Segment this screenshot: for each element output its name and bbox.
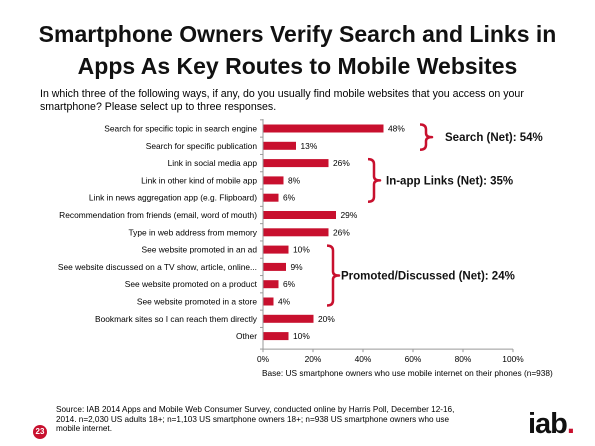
data-label: 26% — [333, 158, 350, 168]
logo-text: iab — [528, 408, 568, 440]
category-label: See website discussed on a TV show, arti… — [58, 262, 257, 272]
bar — [263, 228, 329, 237]
category-label: See website promoted on a product — [125, 279, 258, 289]
data-label: 48% — [388, 124, 405, 134]
category-label: Link in news aggregation app (e.g. Flipb… — [89, 193, 257, 203]
data-label: 9% — [291, 262, 304, 272]
data-label: 26% — [333, 227, 350, 237]
category-label: See website promoted in a store — [137, 297, 257, 307]
category-label: Search for specific publication — [146, 141, 258, 151]
bar — [263, 262, 286, 271]
bar — [263, 245, 289, 254]
category-label: Link in other kind of mobile app — [141, 175, 257, 185]
bar — [263, 280, 279, 289]
category-label: See website promoted in an ad — [142, 245, 258, 255]
annotation-bracket — [419, 123, 434, 152]
x-tick-label: 100% — [502, 354, 524, 364]
bar — [263, 176, 284, 185]
data-label: 8% — [288, 175, 301, 185]
x-tick-label: 40% — [355, 354, 372, 364]
x-tick-label: 60% — [405, 354, 422, 364]
bar — [263, 211, 336, 219]
annotation-label: Search (Net): 54% — [445, 132, 543, 144]
bar — [263, 193, 279, 202]
bar — [263, 141, 296, 150]
x-tick-label: 0% — [257, 354, 270, 364]
survey-question: In which three of the following ways, if… — [40, 88, 524, 113]
annotation-label: In-app Links (Net): 35% — [386, 175, 513, 187]
category-label: Search for specific topic in search engi… — [104, 124, 257, 134]
data-label: 20% — [318, 314, 335, 324]
data-label: 13% — [301, 141, 318, 151]
data-label: 4% — [278, 297, 291, 307]
bar — [263, 314, 314, 323]
category-label: Bookmark sites so I can reach them direc… — [95, 314, 258, 324]
data-label: 10% — [293, 331, 310, 341]
iab-logo: iab. — [528, 408, 575, 441]
category-label: Other — [236, 331, 257, 341]
category-label: Recommendation from friends (email, word… — [59, 210, 257, 220]
data-label: 6% — [283, 279, 296, 289]
bar — [263, 297, 274, 306]
page-title: Smartphone Owners Verify Search and Link… — [0, 18, 595, 82]
source-note: Source: IAB 2014 Apps and Mobile Web Con… — [56, 405, 455, 434]
annotation-label: Promoted/Discussed (Net): 24% — [341, 271, 515, 283]
x-tick-label: 80% — [455, 354, 472, 364]
category-label: Type in web address from memory — [129, 227, 258, 237]
data-label: 6% — [283, 193, 296, 203]
title-line-2: Apps As Key Routes to Mobile Websites — [77, 53, 518, 79]
bar — [263, 124, 384, 133]
category-label: Link in social media app — [168, 158, 258, 168]
bar — [263, 332, 289, 341]
title-line-1: Smartphone Owners Verify Search and Link… — [38, 21, 557, 47]
x-tick-label: 20% — [305, 354, 322, 364]
data-label: 10% — [293, 245, 310, 255]
logo-dot: . — [566, 408, 575, 440]
base-note: Base: US smartphone owners who use mobil… — [262, 368, 553, 378]
annotation-bracket — [326, 244, 341, 307]
page-number-badge: 23 — [33, 425, 47, 439]
data-label: 29% — [341, 210, 358, 220]
bar — [263, 159, 329, 168]
annotation-bracket — [367, 157, 382, 203]
